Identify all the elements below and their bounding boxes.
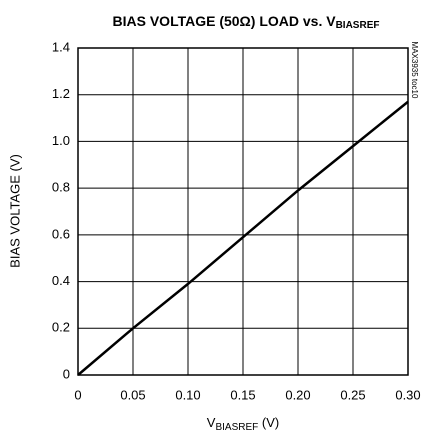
y-tick-label: 1.0 [52, 133, 70, 148]
title-subscript: BIASREF [336, 20, 380, 31]
annotation: MAX3935 toc10 [410, 42, 419, 99]
x-tick-label: 0.30 [395, 387, 420, 402]
x-label-unit: (V) [258, 415, 279, 430]
x-tick-label: 0 [74, 387, 81, 402]
y-tick-label: 1.2 [52, 86, 70, 101]
x-tick-label: 0.05 [120, 387, 145, 402]
y-axis-label: BIAS VOLTAGE (V) [7, 154, 22, 268]
plot-frame [77, 47, 409, 376]
y-tick-label: 0.4 [52, 273, 70, 288]
y-tick-label: 0.6 [52, 226, 70, 241]
y-tick-label: 0.8 [52, 180, 70, 195]
y-tick-label: 0 [63, 366, 70, 381]
data-line [77, 100, 409, 376]
x-tick-label: 0.15 [230, 387, 255, 402]
x-tick-label: 0.20 [285, 387, 310, 402]
x-label-main: V [207, 415, 216, 430]
x-tick-label: 0.25 [340, 387, 365, 402]
x-tick-label: 0.10 [175, 387, 200, 402]
chart-title: BIAS VOLTAGE (50Ω) LOAD vs. VBIASREF [113, 13, 380, 31]
title-main: BIAS VOLTAGE (50Ω) LOAD vs. V [113, 13, 337, 29]
y-tick-label: 1.4 [52, 39, 70, 54]
y-tick-label: 0.2 [52, 320, 70, 335]
x-label-subscript: BIASREF [215, 422, 258, 433]
x-axis-label: VBIASREF (V) [207, 415, 279, 432]
